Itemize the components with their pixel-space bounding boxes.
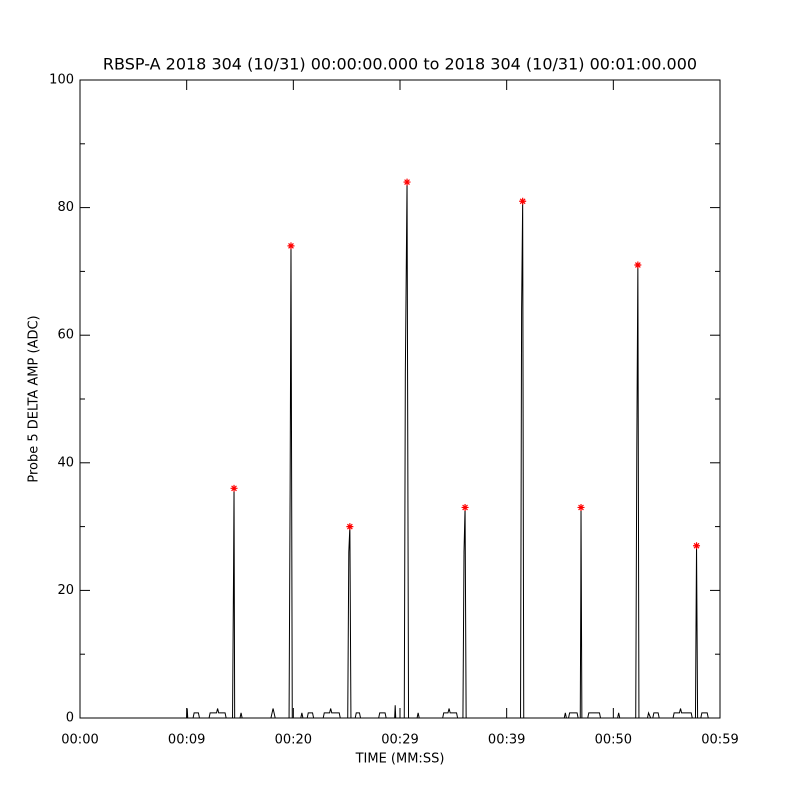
x-tick-label: 00:50 <box>595 733 632 748</box>
peak-marker <box>461 503 469 511</box>
y-tick-label: 0 <box>66 711 74 726</box>
peak-marker <box>634 261 642 269</box>
peak-marker <box>577 503 585 511</box>
data-line <box>80 182 720 719</box>
x-tick-label: 00:00 <box>61 733 98 748</box>
x-tick-label: 00:39 <box>488 733 525 748</box>
peak-marker <box>287 242 295 250</box>
y-tick-label: 20 <box>57 583 74 598</box>
peak-marker <box>403 178 411 186</box>
peak-marker <box>693 542 701 550</box>
y-tick-label: 60 <box>57 328 74 343</box>
x-axis-label: TIME (MM:SS) <box>355 752 445 767</box>
y-tick-label: 80 <box>57 200 74 215</box>
peak-marker <box>230 484 238 492</box>
y-tick-label: 40 <box>57 455 74 470</box>
x-tick-label: 00:09 <box>168 733 205 748</box>
plot-frame <box>79 79 721 719</box>
x-tick-label: 00:20 <box>275 733 312 748</box>
peak-marker <box>346 523 354 531</box>
x-tick-label: 00:29 <box>381 733 418 748</box>
chart-title: RBSP-A 2018 304 (10/31) 00:00:00.000 to … <box>103 55 697 74</box>
x-tick-label: 00:59 <box>701 733 738 748</box>
peak-marker <box>519 197 527 205</box>
y-tick-label: 100 <box>49 73 74 88</box>
y-axis-label: Probe 5 DELTA AMP (ADC) <box>27 315 42 482</box>
